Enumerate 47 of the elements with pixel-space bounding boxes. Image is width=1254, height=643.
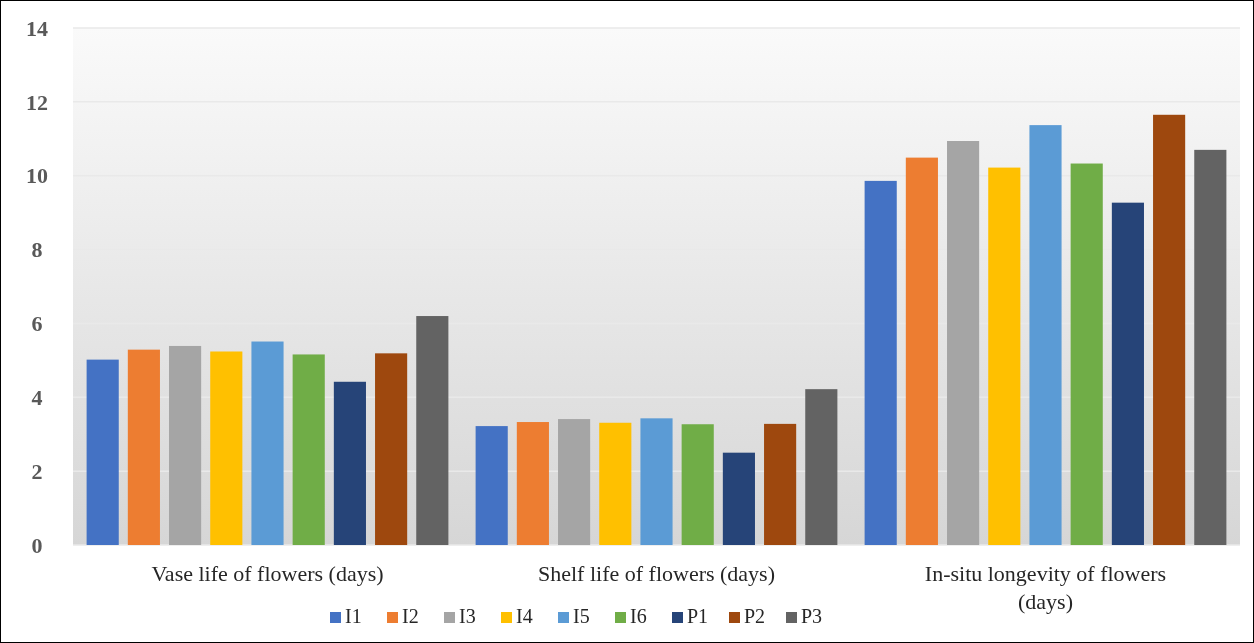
legend-label: I6 xyxy=(630,605,647,627)
bar xyxy=(599,422,632,545)
bar xyxy=(1153,114,1186,545)
bar xyxy=(292,354,325,545)
bar xyxy=(251,341,284,545)
legend-label: I4 xyxy=(516,605,533,627)
y-tick-label: 6 xyxy=(31,311,43,337)
legend-label: I3 xyxy=(459,605,476,627)
bar xyxy=(681,424,714,545)
bar xyxy=(416,316,449,545)
bar xyxy=(640,418,673,545)
bar xyxy=(516,422,549,545)
bar xyxy=(86,359,119,545)
y-tick-label: 4 xyxy=(31,384,43,410)
bar xyxy=(169,345,202,545)
bar xyxy=(333,381,366,545)
bar xyxy=(210,351,243,545)
y-tick-label: 10 xyxy=(26,163,48,189)
bar xyxy=(805,389,838,545)
bar xyxy=(764,423,797,545)
bar xyxy=(558,419,591,545)
y-tick-label: 8 xyxy=(31,237,43,263)
y-tick-label: 14 xyxy=(26,15,48,41)
legend-label: P1 xyxy=(687,605,709,627)
legend-label: P2 xyxy=(744,605,766,627)
y-tick-label: 12 xyxy=(26,89,48,115)
bar xyxy=(475,426,508,545)
bar xyxy=(864,180,897,545)
bar xyxy=(1070,163,1103,545)
bar xyxy=(127,349,160,545)
legend-label: I2 xyxy=(402,605,419,627)
bar xyxy=(988,167,1021,545)
bar xyxy=(722,452,755,545)
legend-label: I1 xyxy=(345,605,362,627)
bar xyxy=(1194,149,1227,545)
x-tick-label: Shelf life of flowers (days) xyxy=(537,561,776,586)
x-tick-label: In-situ longevity of flowers (days) xyxy=(924,561,1167,614)
bar xyxy=(1029,125,1062,545)
legend-label: I5 xyxy=(573,605,590,627)
bar xyxy=(947,141,980,545)
y-tick-label: 0 xyxy=(31,532,43,558)
bar xyxy=(1111,202,1144,545)
x-tick-label: Vase life of flowers (days) xyxy=(151,561,384,586)
bar xyxy=(375,353,408,545)
bar xyxy=(905,157,938,545)
legend-label: P3 xyxy=(801,605,823,627)
y-tick-label: 2 xyxy=(31,458,43,484)
